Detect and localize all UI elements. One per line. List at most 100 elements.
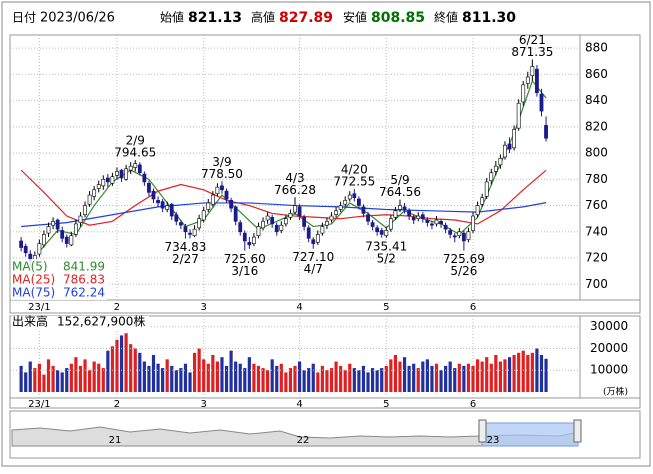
candle-body xyxy=(530,66,535,76)
header-label: 始値 xyxy=(160,10,184,25)
annotation-date: 5/2 xyxy=(377,251,396,265)
candle-body xyxy=(224,190,229,200)
candle-body xyxy=(64,236,69,244)
volume-bar xyxy=(343,370,347,392)
candle-body xyxy=(535,68,539,94)
volume-bar xyxy=(334,361,338,392)
candle-body xyxy=(398,205,402,210)
navigator-label: 23 xyxy=(487,435,500,446)
volume-bar xyxy=(69,363,73,392)
volume-bar xyxy=(110,346,115,392)
annotation-value: 766.28 xyxy=(274,183,316,197)
volume-bar xyxy=(97,363,101,392)
volume-bar xyxy=(229,350,233,392)
candle-body xyxy=(297,206,302,217)
volume-bar xyxy=(83,359,87,392)
y-tick-label: 860 xyxy=(585,67,608,81)
volume-bar xyxy=(339,365,343,392)
candle-body xyxy=(466,231,471,240)
y-tick-label: 740 xyxy=(585,224,608,238)
candle-body xyxy=(78,215,83,223)
candle-body xyxy=(206,202,211,210)
x-tick-label: 4 xyxy=(296,399,302,410)
candle-body xyxy=(124,168,129,180)
candle-body xyxy=(512,129,516,149)
candle-body xyxy=(133,163,138,168)
candle-body xyxy=(361,206,366,214)
legend-value: 762.24 xyxy=(63,286,105,300)
volume-bar xyxy=(65,368,69,392)
volume-bar xyxy=(489,363,493,392)
candle-body xyxy=(334,210,338,216)
candle-body xyxy=(379,230,384,235)
volume-bar xyxy=(416,368,420,392)
candle-body xyxy=(288,213,293,218)
candle-body xyxy=(443,224,448,230)
candle-body xyxy=(425,219,430,223)
volume-bar xyxy=(101,368,105,392)
y-tick-label: 720 xyxy=(585,251,608,265)
x-tick-label: 5 xyxy=(383,302,389,313)
volume-unit: (万株) xyxy=(603,386,628,398)
candle-body xyxy=(151,190,156,200)
candle-body xyxy=(74,223,78,235)
volume-panel xyxy=(9,315,641,409)
candle-body xyxy=(306,227,311,239)
candle-body xyxy=(503,144,507,158)
candle-body xyxy=(188,232,192,235)
candle-body xyxy=(37,243,42,255)
candle-body xyxy=(544,125,548,139)
candle-body xyxy=(407,210,412,217)
candle-body xyxy=(156,199,160,204)
volume-bar xyxy=(398,361,402,392)
volume-bar xyxy=(261,368,265,392)
candle-body xyxy=(393,210,398,218)
x-tick-label: 23/1 xyxy=(28,302,50,313)
candle-body xyxy=(215,186,220,195)
candle-body xyxy=(457,231,462,237)
annotation-date: 5/9 xyxy=(390,173,409,187)
x-tick-label: 5 xyxy=(383,399,389,410)
volume-bar xyxy=(170,365,174,392)
volume-bar xyxy=(439,370,443,392)
volume-bar xyxy=(252,363,256,392)
candle-body xyxy=(302,217,307,227)
candle-body xyxy=(220,185,224,191)
volume-bar xyxy=(485,357,489,392)
navigator-handle[interactable] xyxy=(573,419,582,443)
candle-body xyxy=(343,199,348,205)
candle-body xyxy=(311,239,316,244)
annotation-value: 734.83 xyxy=(164,240,206,254)
volume-bar xyxy=(270,359,274,392)
y-tick-label: 760 xyxy=(585,198,608,212)
volume-bar xyxy=(348,363,352,392)
volume-bar xyxy=(174,370,178,392)
volume-total: 152,627,900株 xyxy=(57,314,145,329)
volume-bar xyxy=(507,357,512,392)
volume-bar xyxy=(457,363,461,392)
navigator-handle[interactable] xyxy=(478,419,487,443)
candle-body xyxy=(471,215,475,231)
candle-body xyxy=(525,76,530,84)
volume-bar xyxy=(526,355,530,392)
candle-body xyxy=(411,217,416,221)
volume-bar xyxy=(544,358,548,392)
volume-bar xyxy=(370,368,375,392)
candle-body xyxy=(375,227,380,233)
volume-bar xyxy=(407,365,411,392)
header-value: 827.89 xyxy=(279,10,333,26)
candle-body xyxy=(110,176,115,184)
volume-bar xyxy=(453,368,457,392)
candle-body xyxy=(23,245,28,254)
x-tick-label: 2 xyxy=(114,399,120,410)
volume-bar xyxy=(494,355,498,392)
volume-bar xyxy=(325,370,329,392)
candle-body xyxy=(420,214,425,219)
candle-body xyxy=(315,234,320,243)
volume-bar xyxy=(256,365,261,392)
annotation-date: 4/20 xyxy=(341,163,368,177)
volume-bar xyxy=(138,352,142,392)
candle-body xyxy=(475,205,480,216)
y-tick-label: 30000 xyxy=(590,319,628,333)
candle-body xyxy=(507,143,512,150)
